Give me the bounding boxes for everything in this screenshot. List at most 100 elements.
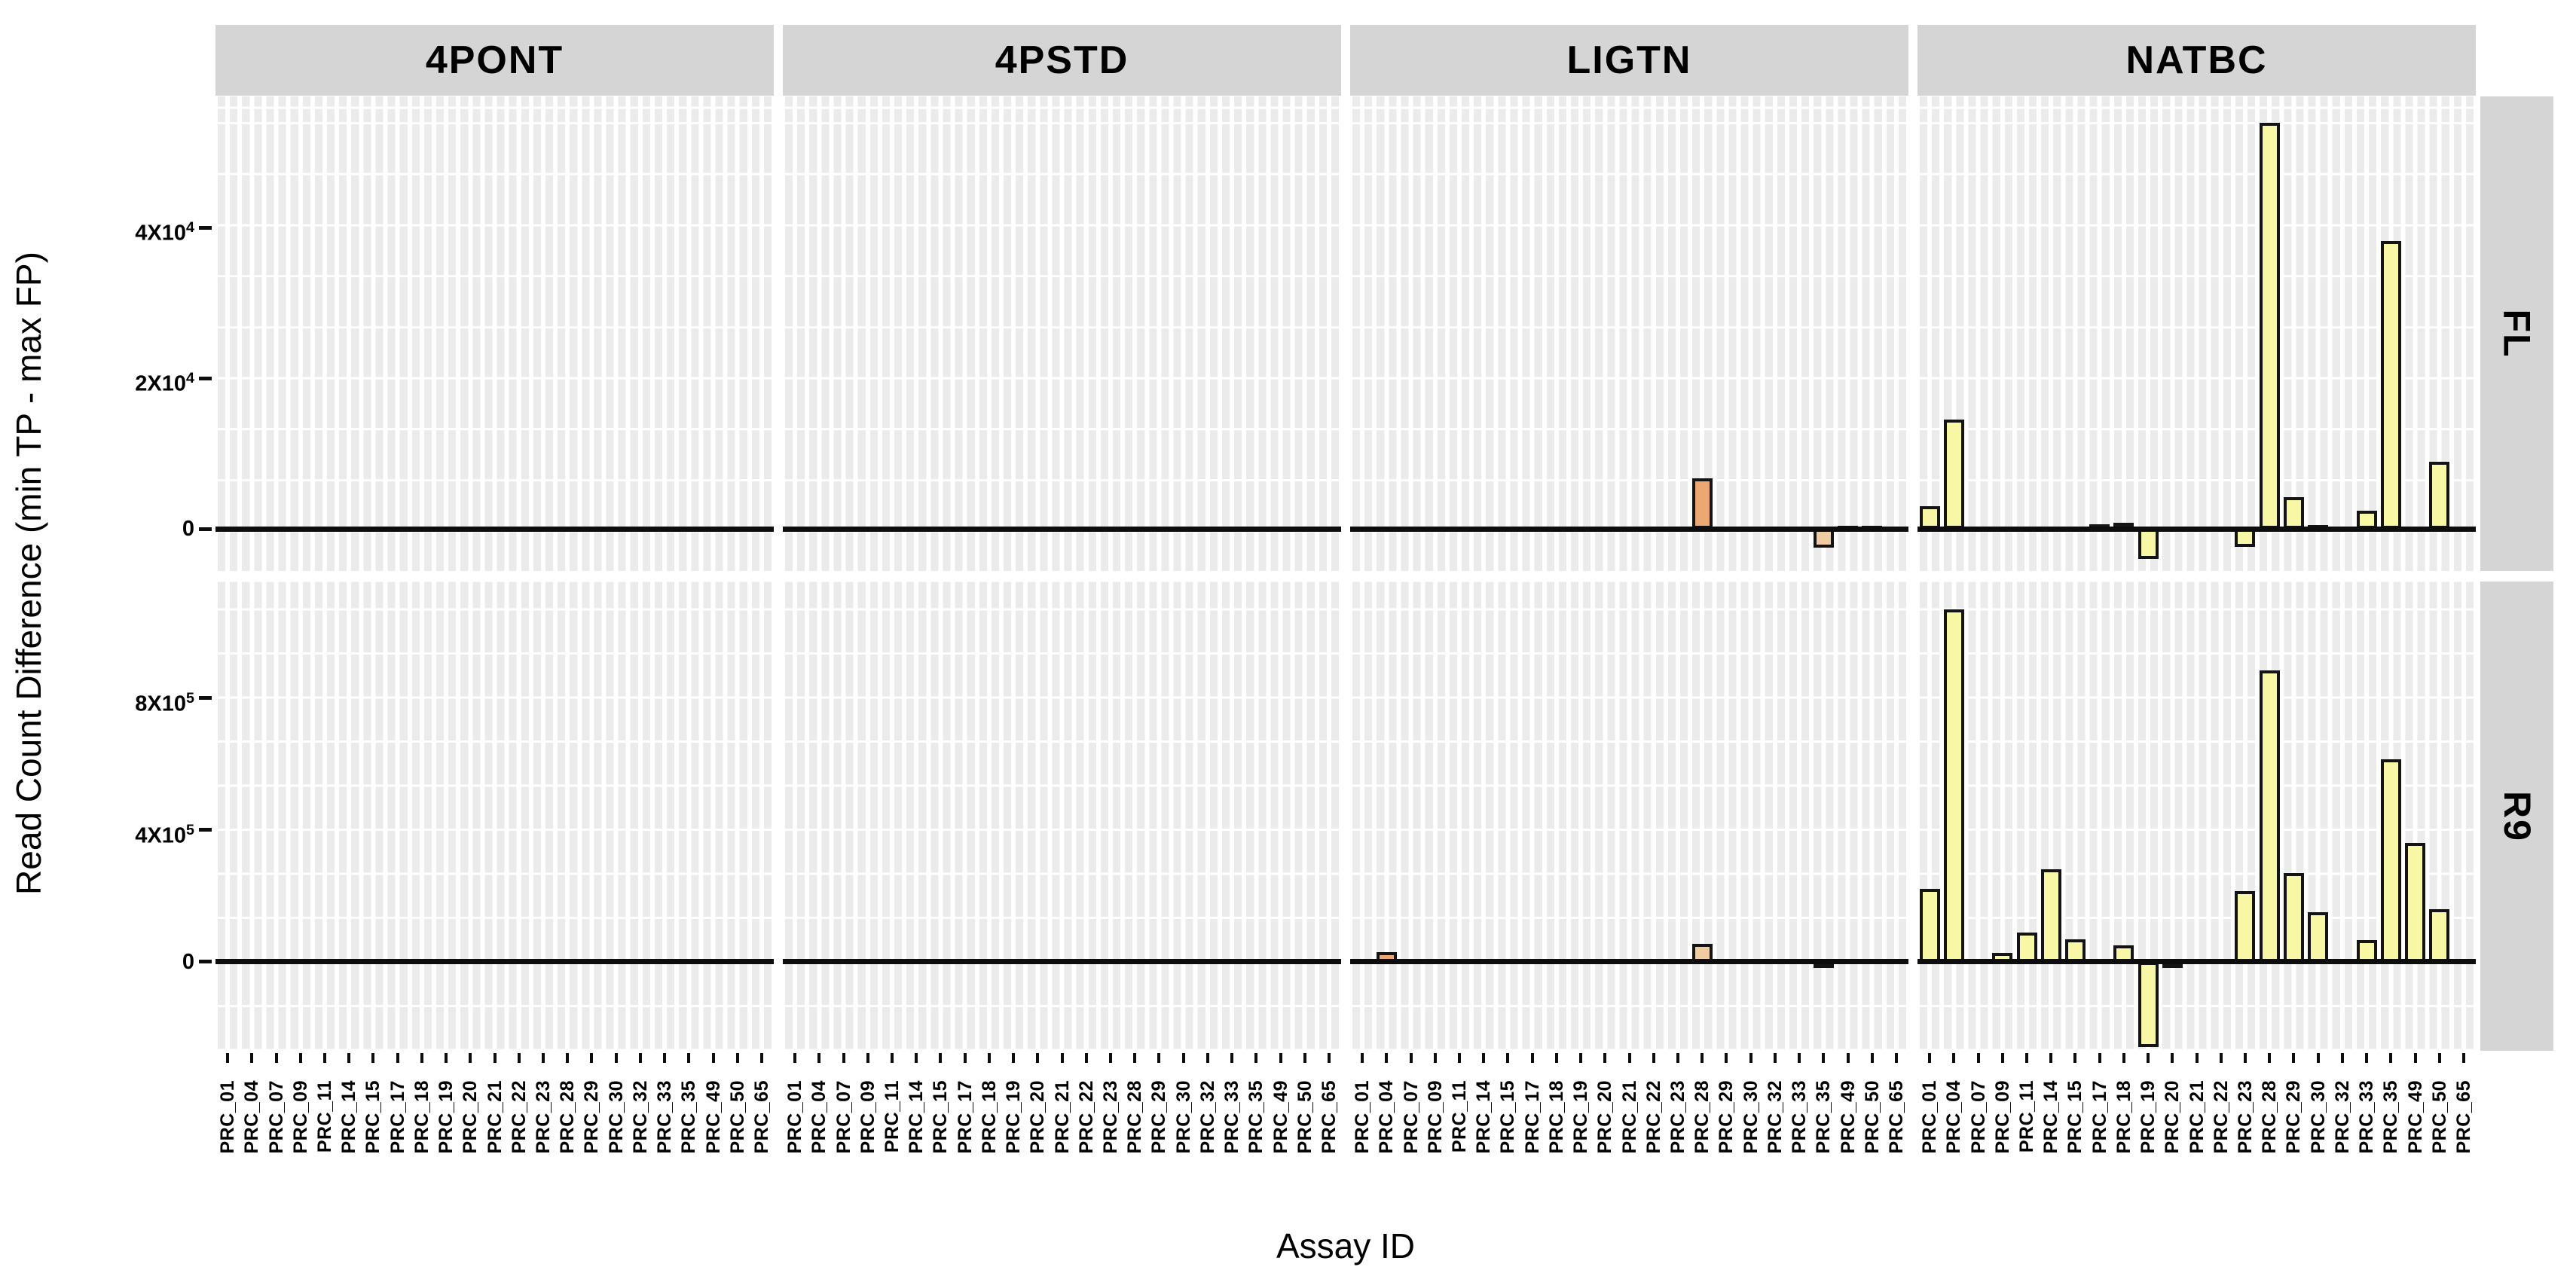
x-tick-mark [2122, 1053, 2125, 1063]
x-tick-label-LIGTN-PRC_01: PRC_01 [1352, 1080, 1374, 1154]
x-tick-label-NATBC-PRC_33: PRC_33 [2356, 1080, 2377, 1154]
x-tick-mark [1433, 1053, 1437, 1063]
x-tick-mark [866, 1053, 869, 1063]
x-tick-label-4PSTD-PRC_15: PRC_15 [930, 1080, 952, 1154]
x-tick-label-4PSTD-PRC_50: PRC_50 [1294, 1080, 1316, 1154]
bar-FL-NATBC-PRC_04 [1943, 420, 1964, 529]
bar-FL-NATBC-PRC_35 [2380, 241, 2401, 529]
x-tick-mark [1506, 1053, 1510, 1063]
x-tick-label-LIGTN-PRC_49: PRC_49 [1837, 1080, 1859, 1154]
x-tick-label-NATBC-PRC_04: PRC_04 [1943, 1080, 1965, 1154]
x-tick-label-4PONT-PRC_28: PRC_28 [557, 1080, 579, 1154]
x-tick-label-4PONT-PRC_14: PRC_14 [338, 1080, 360, 1154]
x-tick-mark [2243, 1053, 2247, 1063]
x-tick-mark [1361, 1053, 1364, 1063]
x-tick-mark [347, 1053, 351, 1063]
x-tick-label-4PSTD-PRC_23: PRC_23 [1099, 1080, 1121, 1154]
facet-strip-LIGTN: LIGTN [1350, 25, 1908, 96]
bar-FL-NATBC-PRC_23 [2235, 529, 2256, 547]
x-tick-mark [1530, 1053, 1534, 1063]
x-tick-label-NATBC-PRC_19: PRC_19 [2137, 1080, 2159, 1154]
x-tick-label-LIGTN-PRC_32: PRC_32 [1764, 1080, 1786, 1154]
x-tick-label-4PSTD-PRC_04: PRC_04 [808, 1080, 830, 1154]
y-tick-label-FL-4X104: 4X104 [135, 219, 194, 246]
x-tick-label-4PONT-PRC_18: PRC_18 [411, 1080, 432, 1154]
bar-R9-NATBC-PRC_50 [2429, 908, 2450, 962]
x-tick-label-LIGTN-PRC_29: PRC_29 [1716, 1080, 1737, 1154]
x-tick-mark [1976, 1053, 1980, 1063]
x-tick-mark [939, 1053, 943, 1063]
bar-FL-NATBC-PRC_28 [2259, 123, 2280, 529]
y-tick-mark [199, 960, 212, 964]
x-tick-mark [1749, 1053, 1752, 1063]
x-tick-label-LIGTN-PRC_50: PRC_50 [1861, 1080, 1883, 1154]
x-tick-label-NATBC-PRC_32: PRC_32 [2331, 1080, 2353, 1154]
x-tick-label-4PONT-PRC_50: PRC_50 [726, 1080, 748, 1154]
x-tick-label-NATBC-PRC_01: PRC_01 [1919, 1080, 1941, 1154]
x-tick-label-4PSTD-PRC_07: PRC_07 [833, 1080, 854, 1154]
x-tick-label-NATBC-PRC_23: PRC_23 [2234, 1080, 2256, 1154]
x-tick-mark [1870, 1053, 1874, 1063]
x-tick-label-NATBC-PRC_20: PRC_20 [2162, 1080, 2183, 1154]
x-tick-mark [735, 1053, 739, 1063]
zero-line-R9-NATBC [1917, 959, 2476, 965]
x-tick-label-LIGTN-PRC_65: PRC_65 [1885, 1080, 1907, 1154]
x-tick-mark [469, 1053, 472, 1063]
x-tick-label-LIGTN-PRC_21: PRC_21 [1618, 1080, 1640, 1154]
bar-R9-NATBC-PRC_04 [1943, 609, 1964, 962]
x-tick-mark [638, 1053, 642, 1063]
zero-line-FL-NATBC [1917, 526, 2476, 532]
x-tick-mark [987, 1053, 991, 1063]
x-tick-mark [2171, 1053, 2174, 1063]
x-tick-mark [445, 1053, 448, 1063]
x-tick-mark [759, 1053, 763, 1063]
x-tick-mark [1181, 1053, 1185, 1063]
x-tick-label-LIGTN-PRC_20: PRC_20 [1594, 1080, 1616, 1154]
x-tick-label-LIGTN-PRC_35: PRC_35 [1813, 1080, 1835, 1154]
x-tick-mark [915, 1053, 918, 1063]
x-tick-mark [1303, 1053, 1306, 1063]
x-tick-label-4PSTD-PRC_18: PRC_18 [978, 1080, 1000, 1154]
x-tick-label-4PONT-PRC_30: PRC_30 [605, 1080, 627, 1154]
x-tick-label-4PONT-PRC_09: PRC_09 [289, 1080, 311, 1154]
panel-R9-4PONT [215, 582, 774, 1051]
x-tick-label-NATBC-PRC_11: PRC_11 [2016, 1080, 2037, 1153]
x-tick-mark [2049, 1053, 2053, 1063]
x-tick-mark [590, 1053, 594, 1063]
x-tick-mark [1554, 1053, 1558, 1063]
x-tick-mark [2195, 1053, 2199, 1063]
zero-line-FL-LIGTN [1350, 526, 1908, 532]
x-tick-mark [1822, 1053, 1826, 1063]
x-tick-label-4PONT-PRC_65: PRC_65 [750, 1080, 772, 1154]
x-tick-mark [1652, 1053, 1655, 1063]
panel-R9-4PSTD [783, 582, 1341, 1051]
x-tick-mark [1579, 1053, 1583, 1063]
zero-line-R9-4PONT [215, 959, 774, 965]
x-tick-label-4PONT-PRC_49: PRC_49 [702, 1080, 724, 1154]
y-tick-label-FL-0: 0 [182, 517, 194, 541]
x-tick-label-LIGTN-PRC_09: PRC_09 [1424, 1080, 1446, 1154]
x-tick-mark [493, 1053, 497, 1063]
x-tick-label-4PONT-PRC_29: PRC_29 [581, 1080, 603, 1154]
x-tick-label-NATBC-PRC_18: PRC_18 [2113, 1080, 2134, 1154]
x-tick-label-NATBC-PRC_14: PRC_14 [2040, 1080, 2062, 1154]
y-tick-label-FL-2X104: 2X104 [135, 370, 194, 396]
x-tick-label-NATBC-PRC_35: PRC_35 [2380, 1080, 2402, 1154]
x-tick-mark [614, 1053, 618, 1063]
x-tick-label-4PSTD-PRC_11: PRC_11 [882, 1080, 903, 1153]
x-tick-mark [2316, 1053, 2320, 1063]
x-tick-label-NATBC-PRC_28: PRC_28 [2259, 1080, 2281, 1154]
x-tick-mark [1798, 1053, 1801, 1063]
x-tick-label-LIGTN-PRC_18: PRC_18 [1545, 1080, 1567, 1154]
x-tick-label-LIGTN-PRC_15: PRC_15 [1497, 1080, 1519, 1154]
y-tick-label-R9-8X105: 8X105 [135, 689, 194, 716]
x-tick-mark [517, 1053, 521, 1063]
bar-R9-NATBC-PRC_28 [2259, 670, 2280, 962]
x-tick-mark [1725, 1053, 1728, 1063]
x-tick-mark [963, 1053, 967, 1063]
x-tick-mark [396, 1053, 399, 1063]
x-tick-label-LIGTN-PRC_33: PRC_33 [1789, 1080, 1810, 1154]
bar-FL-NATBC-PRC_50 [2429, 462, 2450, 529]
x-tick-mark [566, 1053, 570, 1063]
